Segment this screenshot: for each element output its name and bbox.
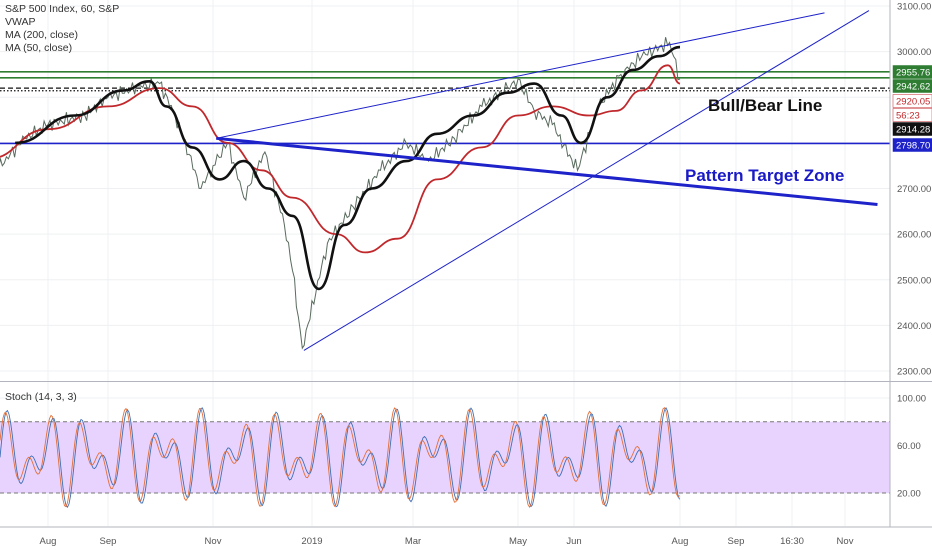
x-tick-label: Sep: [728, 536, 745, 547]
price-label-text: 2955.76: [896, 68, 930, 79]
x-axis-labels: Aug Sep Nov 2019 Mar May Jun Aug Sep 16:30 Nov: [40, 536, 854, 547]
legend-ma50: MA (50, close): [5, 42, 73, 54]
y-tick-label: 2700.00: [897, 184, 931, 195]
trend-line-2: [216, 136, 878, 206]
price-label-text: 56:23: [896, 111, 920, 122]
legend-vwap: VWAP: [5, 16, 36, 28]
y-tick-label: 3100.00: [897, 2, 931, 13]
price-label-box: [892, 65, 932, 79]
x-tick-label: 2019: [301, 536, 322, 547]
stoch-tick-label: 100.00: [897, 394, 926, 405]
stoch-series: [0, 406, 890, 509]
x-tick-label: Nov: [837, 536, 854, 547]
price-label-box: [892, 138, 932, 152]
price-line: [0, 37, 681, 350]
price-label-box: [892, 122, 932, 136]
x-tick-label: Aug: [40, 536, 57, 547]
trend-line-1: [303, 10, 870, 351]
price-label-text: 2798.70: [896, 141, 930, 152]
bull-bear-annotation: Bull/Bear Line: [708, 96, 822, 115]
stoch-tick-label: 20.00: [897, 489, 921, 500]
price-label-text: 2942.62: [896, 82, 930, 93]
trend-lines: [216, 10, 878, 351]
stoch-tick-label: 60.00: [897, 441, 921, 452]
legend-title: S&P 500 Index, 60, S&P: [5, 3, 120, 15]
y-tick-label: 2400.00: [897, 321, 931, 332]
x-tick-label: Sep: [100, 536, 117, 547]
price-label-text: 2914.28: [896, 125, 930, 136]
y-tick-label: 2600.00: [897, 230, 931, 241]
vwap-line: [15, 45, 681, 291]
x-tick-label: Nov: [205, 536, 222, 547]
trend-line-0: [216, 12, 825, 139]
stoch-band: [0, 421, 890, 493]
price-label-box: [892, 94, 932, 108]
y-tick-label: 2500.00: [897, 275, 931, 286]
x-tick-label: Aug: [672, 536, 689, 547]
stoch-label: Stoch (14, 3, 3): [5, 391, 77, 403]
price-labels: 2955.76 2942.62 2920.05 56:23 2914.28 2798.70: [892, 65, 932, 152]
target-zone-annotation: Pattern Target Zone: [685, 166, 844, 185]
legend-ma200: MA (200, close): [5, 29, 78, 41]
price-label-box: [892, 108, 932, 122]
price-label-text: 2920.05: [896, 97, 930, 108]
x-tick-label: 16:30: [780, 536, 804, 547]
price-series: [0, 37, 681, 350]
x-tick-label: Jun: [566, 536, 581, 547]
y-tick-label: 2300.00: [897, 367, 931, 378]
axes: [0, 0, 932, 528]
y-tick-label: 3000.00: [897, 47, 931, 58]
x-tick-label: May: [509, 536, 527, 547]
x-tick-label: Mar: [405, 536, 421, 547]
price-label-box: [892, 79, 932, 93]
stoch-k-line: [0, 407, 680, 509]
legend: S&P 500 Index, 60, S&P VWAP MA (200, clo…: [5, 3, 119, 55]
stoch-d-line: [0, 406, 680, 508]
